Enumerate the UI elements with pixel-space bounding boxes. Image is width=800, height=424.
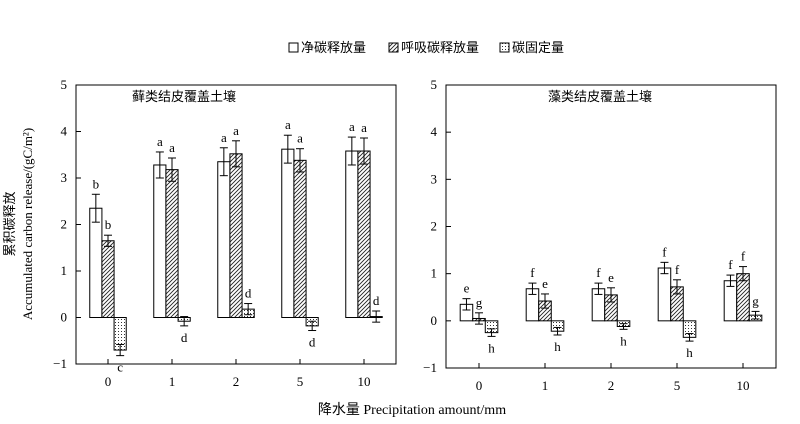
bar xyxy=(293,159,307,318)
panel-title: 藻类结皮覆盖土壤 xyxy=(548,89,652,104)
x-tick-label: 1 xyxy=(542,378,549,393)
bar xyxy=(345,150,359,318)
y-tick-label: 5 xyxy=(431,77,438,92)
significance-label: h xyxy=(554,339,561,354)
x-tick-label: 2 xyxy=(608,378,615,393)
significance-label: a xyxy=(221,130,227,145)
bar xyxy=(229,153,243,318)
significance-label: a xyxy=(361,120,367,135)
significance-label: f xyxy=(530,265,535,280)
y-tick-label: 2 xyxy=(431,219,438,234)
y-tick-label: 0 xyxy=(61,310,68,325)
y-tick-label: 5 xyxy=(61,77,68,92)
significance-label: d xyxy=(245,286,252,301)
bar xyxy=(165,169,179,318)
y-tick-label: 2 xyxy=(61,217,68,232)
significance-label: d xyxy=(181,330,188,345)
bar xyxy=(217,161,231,318)
significance-label: g xyxy=(752,293,759,308)
y-tick-label: 3 xyxy=(431,171,438,186)
significance-label: d xyxy=(373,293,380,308)
y-tick-label: 1 xyxy=(431,266,438,281)
x-tick-label: 2 xyxy=(233,374,240,389)
significance-label: h xyxy=(620,333,627,348)
significance-label: f xyxy=(596,265,601,280)
significance-label: e xyxy=(608,270,614,285)
y-tick-label: −1 xyxy=(53,356,67,371)
significance-label: a xyxy=(285,117,291,132)
y-tick-label: 4 xyxy=(431,124,438,139)
significance-label: f xyxy=(741,249,746,264)
legend: 净碳释放量 呼吸碳释放量 碳固定量 xyxy=(288,40,564,55)
significance-label: h xyxy=(488,340,495,355)
significance-label: g xyxy=(476,295,483,310)
legend-swatch-respiration xyxy=(388,42,399,53)
legend-label-fixation: 碳固定量 xyxy=(512,40,564,55)
x-tick-label: 5 xyxy=(297,374,304,389)
bar xyxy=(281,148,295,318)
x-tick-label: 0 xyxy=(476,378,483,393)
significance-label: a xyxy=(297,131,303,146)
significance-label: b xyxy=(93,176,100,191)
panel-title: 藓类结皮覆盖土壤 xyxy=(132,89,236,104)
x-tick-label: 1 xyxy=(169,374,176,389)
significance-label: b xyxy=(105,217,112,232)
legend-swatch-fixation xyxy=(499,42,510,53)
x-axis-title: 降水量 Precipitation amount/mm xyxy=(318,402,506,418)
x-tick-label: 10 xyxy=(358,374,371,389)
significance-label: h xyxy=(686,345,693,360)
y-tick-label: 4 xyxy=(61,124,68,139)
x-tick-label: 5 xyxy=(674,378,681,393)
y-tick-label: 3 xyxy=(61,170,68,185)
legend-label-net: 净碳释放量 xyxy=(301,40,366,55)
bar xyxy=(153,164,167,318)
significance-label: a xyxy=(157,134,163,149)
significance-label: a xyxy=(233,123,239,138)
legend-label-respiration: 呼吸碳释放量 xyxy=(401,40,479,55)
bar xyxy=(101,240,115,318)
y-axis-title-en: Accumulated carbon release/(gC/m²) xyxy=(20,128,35,320)
y-tick-label: 0 xyxy=(431,313,438,328)
significance-label: d xyxy=(309,335,316,350)
significance-label: f xyxy=(675,262,680,277)
significance-label: c xyxy=(117,360,123,375)
x-tick-label: 10 xyxy=(737,378,750,393)
significance-label: a xyxy=(349,119,355,134)
significance-label: e xyxy=(542,276,548,291)
significance-label: a xyxy=(169,140,175,155)
significance-label: f xyxy=(728,257,733,272)
bar xyxy=(657,267,672,322)
x-tick-label: 0 xyxy=(105,374,112,389)
y-tick-label: 1 xyxy=(61,263,68,278)
legend-swatch-net xyxy=(288,42,299,53)
bar xyxy=(357,150,371,318)
y-axis-title-cn: 累积碳释放 xyxy=(2,191,17,256)
significance-label: e xyxy=(464,281,470,296)
y-tick-label: −1 xyxy=(423,360,437,375)
bar xyxy=(89,207,103,319)
significance-label: f xyxy=(662,244,667,259)
